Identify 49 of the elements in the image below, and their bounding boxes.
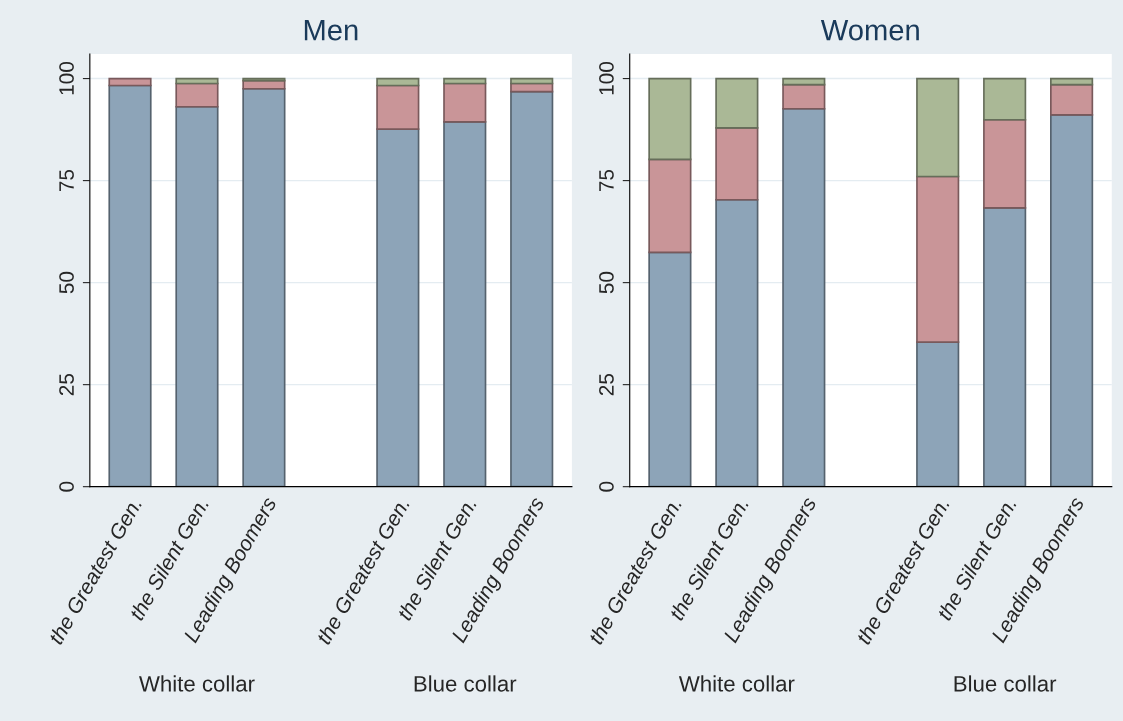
chart-title: Men [304, 20, 358, 41]
bar [1050, 77, 1094, 86]
text: Blue collar [414, 675, 517, 692]
bar [1050, 114, 1094, 487]
bar [916, 341, 960, 487]
y-tick-label: 50 [599, 271, 614, 294]
bar [648, 158, 692, 254]
bar [715, 77, 759, 129]
bar [175, 82, 219, 108]
text: White collar [678, 675, 795, 692]
bar [916, 77, 960, 178]
bar [376, 84, 420, 131]
bar [715, 198, 759, 487]
bar [242, 79, 286, 90]
bar [510, 90, 554, 487]
bar [443, 82, 487, 123]
y-tick-label: 25 [599, 373, 614, 396]
y-tick-label: 100 [599, 62, 614, 95]
bar [108, 84, 152, 487]
bar [648, 77, 692, 161]
bar [108, 77, 152, 87]
y-tick-label: 100 [59, 62, 74, 95]
bar [715, 127, 759, 201]
bar [443, 77, 487, 85]
y-tick-label: 75 [59, 169, 74, 192]
bar [510, 77, 554, 85]
bar [782, 77, 826, 86]
y-tick-label: 25 [59, 373, 74, 396]
bar [242, 87, 286, 487]
bar [376, 128, 420, 487]
bar [916, 175, 960, 344]
bar [175, 105, 219, 487]
chart-title: Women [820, 20, 919, 41]
bar [1050, 83, 1094, 116]
bar [983, 207, 1027, 487]
bar [443, 120, 487, 487]
bar [175, 77, 219, 85]
y-tick-label: 0 [599, 481, 614, 492]
y-tick-label: 75 [599, 169, 614, 192]
bar [376, 77, 420, 87]
bar [782, 107, 826, 487]
y-tick-label: 50 [59, 271, 74, 294]
bar [983, 118, 1027, 209]
bar [782, 83, 826, 110]
bar [983, 77, 1027, 121]
y-tick-label: 0 [59, 481, 74, 492]
text: Blue collar [954, 675, 1057, 692]
bar [648, 251, 692, 487]
text: White collar [139, 675, 255, 692]
